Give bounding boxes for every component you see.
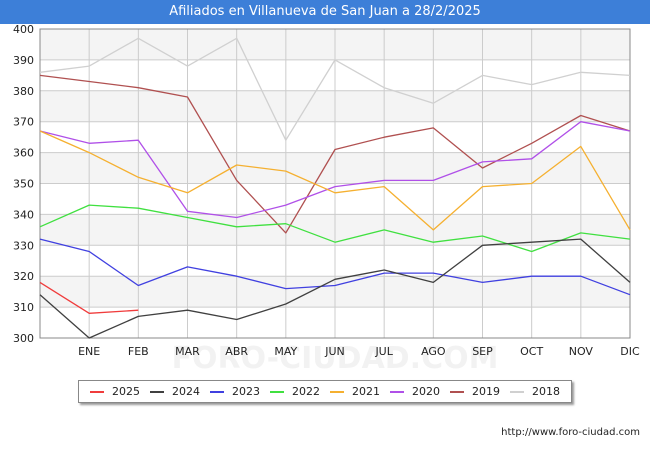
y-tick-label: 310 — [13, 301, 34, 314]
legend-item-2019: 2019 — [450, 385, 500, 398]
series-line-2020 — [39, 121, 631, 219]
source-credit: http://www.foro-ciudad.com — [501, 427, 640, 438]
series-line-2024 — [39, 238, 631, 339]
legend-label: 2023 — [232, 385, 260, 398]
x-tick-label: ABR — [225, 345, 248, 358]
legend-swatch — [510, 390, 524, 393]
x-tick-label: JUN — [324, 345, 345, 358]
legend-label: 2020 — [412, 385, 440, 398]
watermark-text: FORO-CIUDAD.COM — [172, 341, 499, 375]
legend-item-2024: 2024 — [150, 385, 200, 398]
series-line-2025 — [39, 281, 139, 314]
x-tick-label: JUL — [374, 345, 393, 358]
x-tick-label: DIC — [620, 345, 640, 358]
line-chart: FORO-CIUDAD.COM 300 310 320 330 340 350 360 370 3… — [13, 23, 640, 375]
x-tick-label: MAR — [175, 345, 200, 358]
x-tick-label: SEP — [472, 345, 493, 358]
x-tick-label: NOV — [569, 345, 594, 358]
y-tick-label: 330 — [13, 239, 34, 252]
legend-item-2018: 2018 — [510, 385, 560, 398]
legend-swatch — [270, 390, 284, 393]
legend-swatch — [450, 390, 464, 393]
legend-swatch — [390, 390, 404, 393]
x-tick-label: MAY — [274, 345, 297, 358]
legend-item-2023: 2023 — [210, 385, 260, 398]
plot-area — [39, 28, 631, 339]
series-line-2019 — [39, 74, 631, 234]
legend-item-2022: 2022 — [270, 385, 320, 398]
legend-label: 2024 — [172, 385, 200, 398]
legend-item-2020: 2020 — [390, 385, 440, 398]
legend-label: 2021 — [352, 385, 380, 398]
legend-swatch — [150, 390, 164, 393]
y-tick-label: 370 — [13, 116, 34, 129]
x-tick-label: AGO — [421, 345, 446, 358]
y-tick-label: 320 — [13, 270, 34, 283]
legend-item-2021: 2021 — [330, 385, 380, 398]
chart-title: Afiliados en Villanueva de San Juan a 28… — [0, 0, 650, 24]
legend-swatch — [90, 390, 104, 393]
y-tick-label: 380 — [13, 85, 34, 98]
y-tick-label: 360 — [13, 147, 34, 160]
series-line-2023 — [39, 238, 631, 296]
legend-label: 2018 — [532, 385, 560, 398]
legend-swatch — [210, 390, 224, 393]
legend-item-2025: 2025 — [90, 385, 140, 398]
y-tick-label: 340 — [13, 208, 34, 221]
x-tick-label: OCT — [520, 345, 543, 358]
chart-legend: 2025 2024 2023 2022 2021 2020 2019 2018 — [78, 380, 572, 403]
y-tick-label: 400 — [13, 23, 34, 36]
legend-swatch — [330, 390, 344, 393]
series-line-2018 — [39, 37, 631, 141]
legend-label: 2019 — [472, 385, 500, 398]
y-tick-label: 300 — [13, 332, 34, 345]
x-tick-label: FEB — [128, 345, 149, 358]
x-tick-label: ENE — [78, 345, 100, 358]
series-line-2022 — [39, 204, 631, 253]
y-tick-label: 350 — [13, 178, 34, 191]
legend-label: 2022 — [292, 385, 320, 398]
legend-label: 2025 — [112, 385, 140, 398]
y-tick-label: 390 — [13, 54, 34, 67]
series-line-2021 — [39, 130, 631, 231]
